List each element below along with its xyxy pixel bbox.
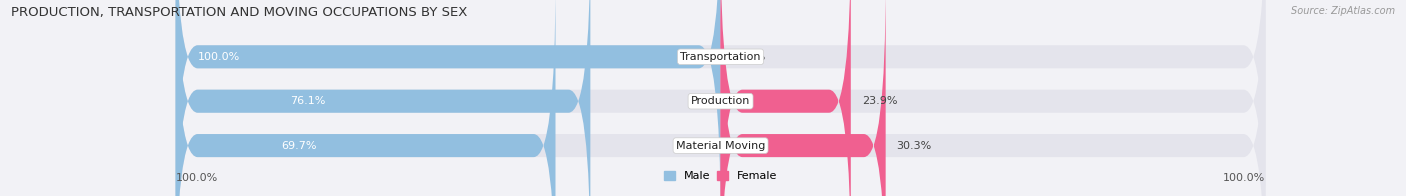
FancyBboxPatch shape [176,0,555,196]
Text: 69.7%: 69.7% [281,141,318,151]
FancyBboxPatch shape [176,0,721,196]
FancyBboxPatch shape [176,0,591,196]
Text: 76.1%: 76.1% [290,96,326,106]
Text: Material Moving: Material Moving [676,141,765,151]
Text: Source: ZipAtlas.com: Source: ZipAtlas.com [1291,6,1395,16]
FancyBboxPatch shape [176,0,1265,196]
Text: 100.0%: 100.0% [197,52,240,62]
FancyBboxPatch shape [721,0,886,196]
Text: 30.3%: 30.3% [897,141,932,151]
Text: 100.0%: 100.0% [176,173,218,183]
Text: 23.9%: 23.9% [862,96,897,106]
FancyBboxPatch shape [721,0,851,196]
FancyBboxPatch shape [176,0,1265,196]
Text: 100.0%: 100.0% [1223,173,1265,183]
Text: 0.0%: 0.0% [737,52,765,62]
Legend: Male, Female: Male, Female [664,171,778,181]
Text: Production: Production [690,96,751,106]
FancyBboxPatch shape [176,0,1265,196]
Text: Transportation: Transportation [681,52,761,62]
Text: PRODUCTION, TRANSPORTATION AND MOVING OCCUPATIONS BY SEX: PRODUCTION, TRANSPORTATION AND MOVING OC… [11,6,468,19]
